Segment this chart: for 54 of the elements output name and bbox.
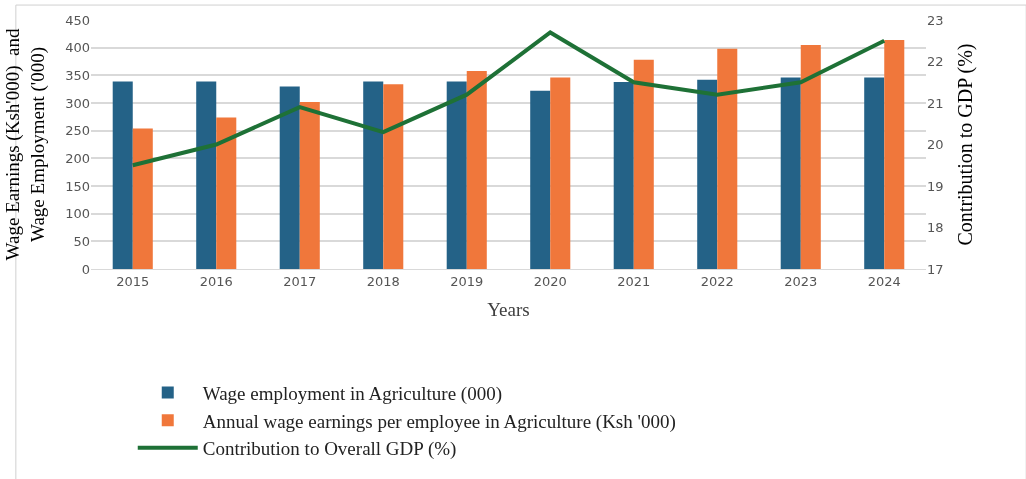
x-tick-label: 2020 <box>533 273 567 289</box>
x-tick-label: 2023 <box>784 273 818 289</box>
x-tick-label: 2021 <box>617 273 651 289</box>
bar <box>196 81 217 269</box>
bar <box>446 81 467 269</box>
y-tick-label: 150 <box>65 178 90 194</box>
y2-tick-label: 18 <box>927 220 944 236</box>
y-tick-label: 300 <box>65 95 90 111</box>
bar <box>216 117 237 269</box>
bar <box>884 39 905 269</box>
bar <box>299 101 320 269</box>
y2-axis-title: Contribution to GDP (%) <box>954 43 978 246</box>
y-tick-label: 100 <box>65 206 90 222</box>
y2-tick-label: 22 <box>927 54 944 70</box>
bar <box>697 79 718 269</box>
legend-label: Contribution to Overall GDP (%) <box>202 438 457 461</box>
bar <box>864 77 885 269</box>
x-tick-label: 2015 <box>116 273 150 289</box>
bar <box>279 86 300 269</box>
legend-label: Wage employment in Agriculture (000) <box>202 382 502 405</box>
x-tick-label: 2016 <box>199 273 233 289</box>
x-tick-label: 2017 <box>283 273 317 289</box>
bar <box>530 90 551 269</box>
bar <box>780 77 801 269</box>
y-tick-label: 250 <box>65 123 90 139</box>
y-tick-label: 0 <box>81 261 90 277</box>
y-tick-label: 350 <box>65 67 90 83</box>
y2-tick-label: 21 <box>927 95 944 111</box>
bar <box>363 81 384 269</box>
x-axis-title: Years <box>487 299 530 321</box>
x-tick-label: 2018 <box>366 273 400 289</box>
line-series <box>130 30 887 168</box>
bar <box>613 81 634 269</box>
x-tick-label: 2024 <box>867 273 901 289</box>
bar <box>112 81 133 269</box>
bar <box>800 44 821 269</box>
bar <box>466 70 487 269</box>
bar <box>550 77 571 269</box>
y-tick-label: 450 <box>65 12 90 28</box>
y-tick-label: 400 <box>65 40 90 56</box>
x-tick-label: 2019 <box>450 273 484 289</box>
y2-tick-label: 17 <box>927 261 944 277</box>
bar <box>383 84 404 269</box>
y2-tick-label: 20 <box>927 137 944 153</box>
y2-tick-label: 19 <box>927 178 944 194</box>
y-tick-label: 200 <box>65 150 90 166</box>
bar <box>633 59 654 269</box>
y2-tick-label: 23 <box>927 12 944 28</box>
x-tick-label: 2022 <box>700 273 734 289</box>
y-tick-label: 50 <box>73 233 90 249</box>
legend-label: Annual wage earnings per employee in Agriculture (Ksh '000) <box>202 410 676 433</box>
bar <box>132 128 153 269</box>
y-axis-title: Wage Earnings (Ksh'000) and Wage Employment ('000) <box>2 28 50 261</box>
bar <box>717 48 738 269</box>
